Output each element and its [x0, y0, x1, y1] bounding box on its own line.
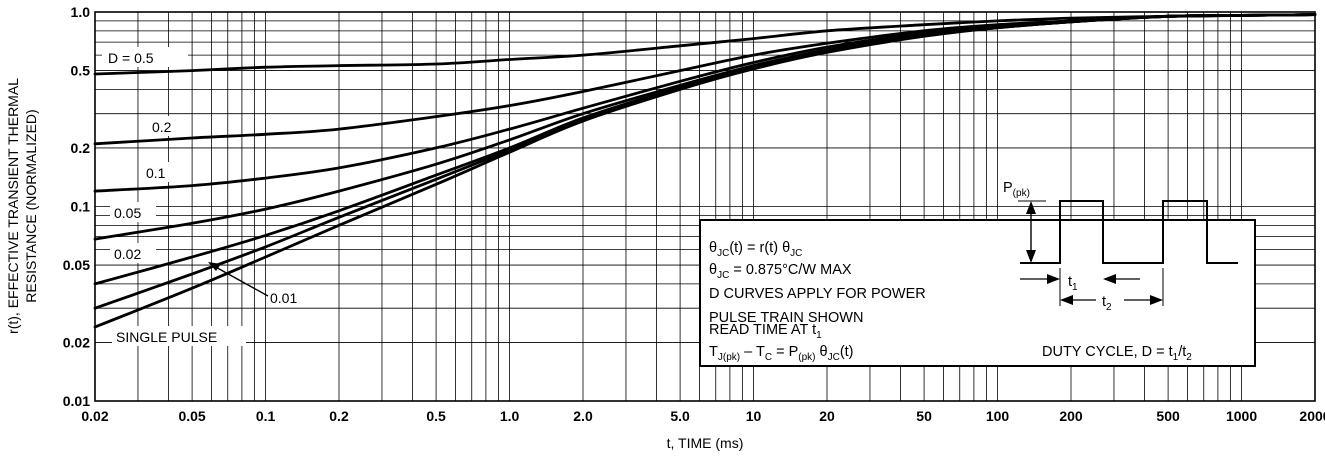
- series-label-001: 0.01: [270, 290, 297, 306]
- x-tick-labels: 0.02 0.05 0.1 0.2 0.5 1.0 2.0 5.0 10 20 50 100 200 50…: [81, 408, 1325, 424]
- y-tick-label: 0.05: [63, 257, 90, 273]
- y-tick-label: 0.1: [71, 199, 91, 215]
- info-line-6-part: C: [765, 352, 772, 363]
- leader-arrowhead: [208, 262, 221, 271]
- info-line-2: θJC = 0.875°C/W MAX: [709, 262, 852, 281]
- info-line-6: TJ(pk) – TC = P(pk) θJC(t): [709, 344, 854, 363]
- info-line-6-part: θ: [815, 344, 827, 360]
- series-label-single-pulse: SINGLE PULSE: [116, 329, 217, 345]
- x-tick-label: 10: [746, 408, 762, 424]
- info-line-6-part: JC: [828, 352, 840, 363]
- curve-labels: D = 0.5 0.2 0.1 0.05 0.02 0.01 SINGLE PU…: [102, 47, 314, 346]
- y-tick-label: 0.02: [63, 334, 90, 350]
- series-label-002: 0.02: [114, 246, 141, 262]
- x-tick-label: 500: [1156, 408, 1180, 424]
- info-line-6-part: = P: [772, 344, 798, 360]
- x-tick-label: 2.0: [573, 408, 593, 424]
- x-tick-label: 0.2: [329, 408, 349, 424]
- pulse-label: P(pk): [1003, 180, 1030, 199]
- x-tick-label: 1000: [1226, 408, 1257, 424]
- t1-arrow-right-head: [1103, 274, 1116, 284]
- ppk-arrow-up: [1026, 201, 1036, 214]
- t1-arrow-left-head: [1047, 274, 1060, 284]
- t2-arrow-left: [1060, 295, 1073, 305]
- series-line-3: [93, 13, 1317, 241]
- x-tick-label: 200: [1059, 408, 1083, 424]
- info-line-4: PULSE TRAIN SHOWN: [709, 310, 863, 326]
- series-label-01: 0.1: [146, 165, 166, 181]
- y-axis-label-line2: RESISTANCE (NORMALIZED): [23, 109, 39, 302]
- x-axis-label: t, TIME (ms): [667, 435, 744, 451]
- info-line-1: θJC(t) = r(t) θJC: [709, 240, 802, 259]
- x-tick-label: 0.05: [178, 408, 205, 424]
- info-line-6-part: (pk): [798, 352, 815, 363]
- info-line-6-part: – T: [740, 344, 765, 360]
- ppk-arrow-down: [1026, 250, 1036, 263]
- info-box: θJC(t) = r(t) θJC θJC = 0.875°C/W MAX D …: [699, 180, 1256, 367]
- x-tick-label: 0.02: [81, 408, 108, 424]
- series-label-005: 0.05: [114, 205, 141, 221]
- series-label-001-leader: [211, 264, 269, 297]
- series-label-02: 0.2: [152, 119, 172, 135]
- info-line-6-part: J(pk): [718, 352, 740, 363]
- x-tick-label: 0.5: [426, 408, 446, 424]
- y-tick-label: 0.5: [71, 63, 91, 79]
- info-line-6-part: (t): [840, 344, 854, 360]
- x-tick-label: 50: [916, 408, 932, 424]
- x-tick-label: 1.0: [500, 408, 520, 424]
- info-line-6-part: T: [709, 344, 718, 360]
- t2-arrow-right: [1150, 295, 1163, 305]
- y-tick-labels: 0.01 0.02 0.05 0.1 0.2 0.5 1.0: [63, 4, 90, 409]
- y-axis-label-line1: r(t), EFFECTIVE TRANSIENT THERMAL: [5, 78, 21, 334]
- x-tick-label: 5.0: [670, 408, 690, 424]
- series-label-d05: D = 0.5: [108, 50, 154, 66]
- duty-cycle-label: DUTY CYCLE, D = t1/t2: [1042, 344, 1192, 363]
- pulse-train-waveform: [1020, 200, 1238, 264]
- info-line-3: D CURVES APPLY FOR POWER: [709, 286, 926, 302]
- x-tick-label: 20: [819, 408, 835, 424]
- plot-frame: [94, 11, 1316, 402]
- t2-label: t2: [1102, 294, 1112, 313]
- x-tick-label: 0.1: [256, 408, 276, 424]
- t1-label: t1: [1068, 274, 1078, 293]
- info-line-5: READ TIME AT t1: [709, 322, 822, 341]
- curves: [93, 13, 1317, 329]
- y-tick-label: 0.2: [71, 140, 91, 156]
- y-tick-label: 1.0: [71, 4, 91, 20]
- y-tick-label: 0.01: [63, 393, 90, 409]
- series-line-2: [93, 13, 1317, 193]
- series-line-6: [93, 13, 1317, 329]
- x-tick-label: 100: [986, 408, 1010, 424]
